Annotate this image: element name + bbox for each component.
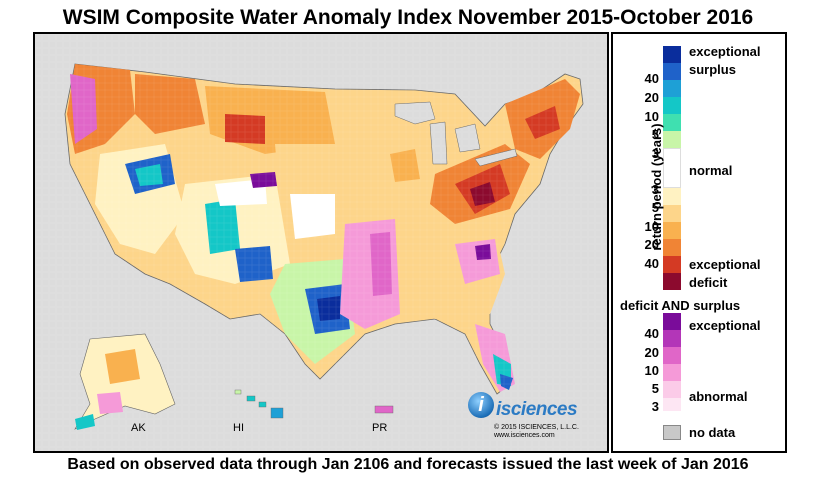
legend-surplus-label-2: surplus <box>689 62 736 77</box>
legend-both-top-label: exceptional <box>689 318 761 333</box>
legend-surplus-tick-3: 3 <box>651 146 659 161</box>
legend-swatch-surplus-40 <box>663 63 681 80</box>
legend-swatch-normal <box>663 148 681 188</box>
isciences-logo: i isciences <box>468 392 578 438</box>
legend-both-title: deficit AND surplus <box>620 298 741 313</box>
footer-note: Based on observed data through Jan 2106 … <box>67 456 749 473</box>
legend-deficit-tick-10: 10 <box>644 219 659 234</box>
legend-swatch-both-10 <box>663 364 681 381</box>
legend-deficit-tick-40: 40 <box>644 256 659 271</box>
legend-nodata-label: no data <box>689 425 736 440</box>
legend-both-bottom-label: abnormal <box>689 389 748 404</box>
legend-deficit-tick-5: 5 <box>651 200 659 215</box>
legend-swatch-deficit-3 <box>663 188 681 205</box>
legend-swatch-both-20 <box>663 347 681 364</box>
legend-swatch-surplus-3 <box>663 131 681 148</box>
legend-both-tick-5: 5 <box>651 381 659 396</box>
legend-swatch-both-40 <box>663 330 681 347</box>
legend-swatch-nodata <box>663 425 681 440</box>
legend-deficit-tick-3: 3 <box>651 182 659 197</box>
legend-swatch-both-5 <box>663 381 681 398</box>
legend-both-tick-3: 3 <box>651 399 659 414</box>
isciences-logo-icon: i <box>468 392 494 418</box>
copyright: © 2015 ISCIENCES, L.L.C. www.isciences.c… <box>494 424 579 440</box>
hawaii-islands <box>234 389 284 419</box>
legend-deficit-tick-20: 20 <box>644 237 659 252</box>
legend-surplus-tick-40: 40 <box>644 71 659 86</box>
copyright-line-1: © 2015 ISCIENCES, L.L.C. <box>494 424 579 431</box>
legend-surplus-label-1: exceptional <box>689 44 761 59</box>
alaska-label: AK <box>131 422 146 434</box>
legend-both-tick-20: 20 <box>644 345 659 360</box>
puerto-rico <box>374 405 394 414</box>
legend-swatch-surplus-10 <box>663 97 681 114</box>
legend-swatch-both-exceptional <box>663 313 681 330</box>
legend-swatch-both-3 <box>663 398 681 411</box>
legend-deficit-label-2: deficit <box>689 275 728 290</box>
legend-axis-label: return period (years) <box>649 123 664 251</box>
map-title: WSIM Composite Water Anomaly Index Novem… <box>62 6 754 29</box>
legend-swatch-surplus-5 <box>663 114 681 131</box>
legend-surplus-tick-5: 5 <box>651 127 659 142</box>
legend-swatch-deficit-40 <box>663 256 681 273</box>
legend-surplus-tick-10: 10 <box>644 109 659 124</box>
legend-swatch-deficit-10 <box>663 222 681 239</box>
legend-swatch-deficit-5 <box>663 205 681 222</box>
hawaii-label: HI <box>233 422 244 434</box>
legend-swatch-deficit-exceptional <box>663 273 681 290</box>
us-anomaly-map <box>35 34 607 451</box>
legend-swatch-deficit-20 <box>663 239 681 256</box>
legend-both-tick-10: 10 <box>644 363 659 378</box>
legend-surplus-tick-20: 20 <box>644 90 659 105</box>
copyright-line-2: www.isciences.com <box>494 432 555 439</box>
legend-swatch-surplus-20 <box>663 80 681 97</box>
legend-normal-label: normal <box>689 163 733 178</box>
map-panel: AK HI PR <box>33 32 609 453</box>
legend-panel <box>611 32 787 453</box>
puerto-rico-label: PR <box>372 422 388 434</box>
legend-swatch-surplus-exceptional <box>663 46 681 63</box>
legend-both-tick-40: 40 <box>644 326 659 341</box>
isciences-logo-text: isciences <box>496 399 578 420</box>
legend-deficit-label-1: exceptional <box>689 257 761 272</box>
